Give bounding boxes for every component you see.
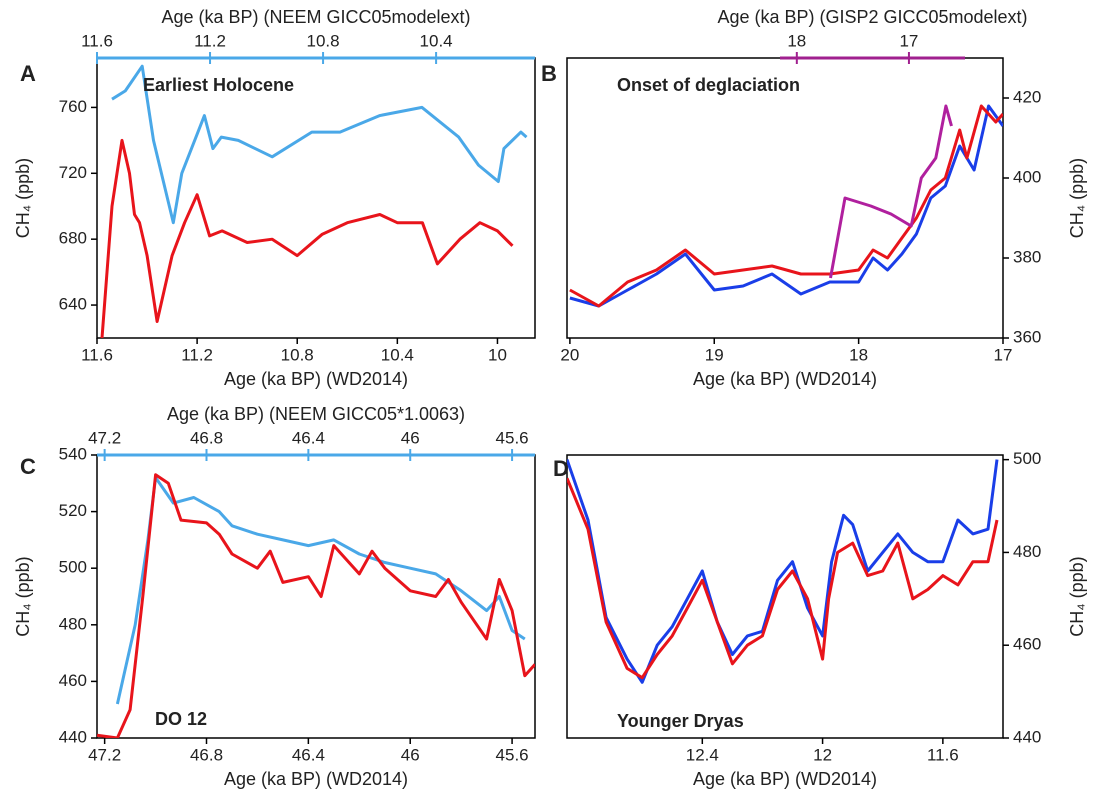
x-tick-label: 47.2 <box>88 745 121 764</box>
y-tick-label: 540 <box>59 444 87 463</box>
x-tick-label: 12 <box>813 745 832 764</box>
y-tick-label: 420 <box>1013 87 1041 106</box>
series-line <box>567 459 999 684</box>
series-line <box>100 138 514 338</box>
series-line <box>115 476 526 705</box>
x-axis-label: Age (ka BP) (WD2014) <box>693 769 877 789</box>
series-line <box>567 477 999 680</box>
y-axis-label: CH₄ (ppb) <box>13 158 33 238</box>
x2-tick-label: 11.2 <box>194 31 226 50</box>
panel-letter: B <box>541 61 557 86</box>
plot-frame <box>566 454 1004 739</box>
panel-title: Younger Dryas <box>617 711 744 731</box>
x-tick-label: 18 <box>849 345 868 364</box>
x2-tick-label: 46.8 <box>190 428 223 447</box>
y-tick-label: 500 <box>1013 449 1041 468</box>
y-tick-label: 640 <box>59 295 87 314</box>
x-tick-label: 46.4 <box>292 745 325 764</box>
series-line <box>111 64 528 225</box>
y-tick-label: 440 <box>59 727 87 746</box>
y-axis-label: CH₄ (ppb) <box>1067 158 1087 238</box>
x-tick-label: 17 <box>994 345 1013 364</box>
x-axis-label: Age (ka BP) (WD2014) <box>224 769 408 789</box>
y-tick-label: 460 <box>1013 635 1041 654</box>
panel-title: DO 12 <box>155 709 207 729</box>
x-tick-label: 46.8 <box>190 745 223 764</box>
x2-tick-label: 17 <box>899 31 918 50</box>
x-tick-label: 11.6 <box>81 345 113 364</box>
y-tick-label: 380 <box>1013 247 1041 266</box>
x2-axis-label: Age (ka BP) (NEEM GICC05*1.0063) <box>167 404 465 424</box>
x-tick-label: 12.4 <box>686 745 719 764</box>
x2-axis-label: Age (ka BP) (GISP2 GICC05modelext) <box>717 7 1027 27</box>
y-tick-label: 500 <box>59 558 87 577</box>
y-tick-label: 760 <box>59 97 87 116</box>
y-tick-label: 400 <box>1013 167 1041 186</box>
panel-title: Earliest Holocene <box>143 75 294 95</box>
y-tick-label: 520 <box>59 501 87 520</box>
x2-tick-label: 11.6 <box>81 31 113 50</box>
y-tick-label: 360 <box>1013 327 1041 346</box>
panel-letter: A <box>20 61 36 86</box>
x-axis-label: Age (ka BP) (WD2014) <box>693 369 877 389</box>
series-line <box>569 104 1003 308</box>
series-line <box>569 104 1003 308</box>
y-axis-label: CH₄ (ppb) <box>13 556 33 636</box>
x-tick-label: 46 <box>401 745 420 764</box>
x-tick-label: 10 <box>488 345 507 364</box>
y-tick-label: 680 <box>59 229 87 248</box>
series-line <box>829 104 953 279</box>
panel-title: Onset of deglaciation <box>617 75 800 95</box>
x2-tick-label: 46.4 <box>292 428 325 447</box>
y-tick-label: 720 <box>59 163 87 182</box>
series-line <box>97 473 535 738</box>
x-tick-label: 10.8 <box>281 345 314 364</box>
x2-tick-label: 10.4 <box>420 31 453 50</box>
x-tick-label: 20 <box>560 345 579 364</box>
x2-tick-label: 47.2 <box>88 428 121 447</box>
x2-axis-label: Age (ka BP) (NEEM GICC05modelext) <box>161 7 470 27</box>
panel-letter: D <box>553 456 569 481</box>
x-axis-label: Age (ka BP) (WD2014) <box>224 369 408 389</box>
x-tick-label: 11.2 <box>181 345 213 364</box>
x2-tick-label: 10.8 <box>307 31 340 50</box>
x2-tick-label: 46 <box>401 428 420 447</box>
y-tick-label: 480 <box>1013 542 1041 561</box>
x2-tick-label: 45.6 <box>496 428 529 447</box>
plot-frame <box>566 57 1004 339</box>
x-tick-label: 45.6 <box>496 745 529 764</box>
y-tick-label: 480 <box>59 614 87 633</box>
panel-letter: C <box>20 454 36 479</box>
y-tick-label: 460 <box>59 671 87 690</box>
x-tick-label: 19 <box>705 345 724 364</box>
x-tick-label: 11.6 <box>927 745 959 764</box>
y-axis-label: CH₄ (ppb) <box>1067 556 1087 636</box>
x2-tick-label: 18 <box>787 31 806 50</box>
y-tick-label: 440 <box>1013 727 1041 746</box>
x-tick-label: 10.4 <box>381 345 414 364</box>
